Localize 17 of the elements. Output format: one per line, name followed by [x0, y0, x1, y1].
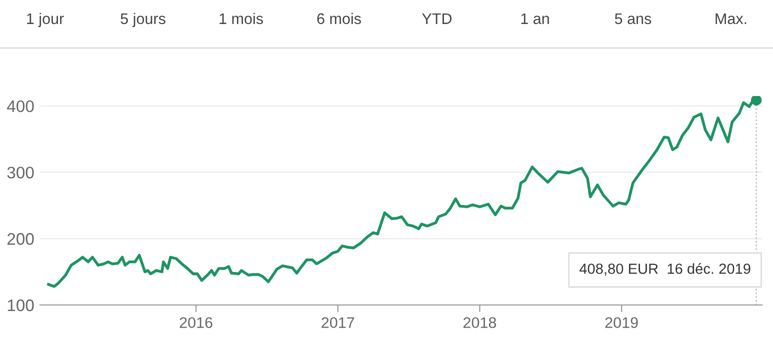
text: 6 mois [317, 12, 361, 24]
x-tick-label: 2017 [322, 317, 354, 328]
x-tick-label: 2019 [605, 317, 638, 328]
text: Max. [716, 13, 746, 24]
text: 1 jour [27, 12, 64, 28]
y-tick-label: 200 [7, 233, 34, 245]
y-tick-label: 300 [7, 166, 34, 179]
text: 1 an [521, 13, 549, 24]
x-tick-label: 2018 [464, 317, 496, 328]
y-tick-label: 100 [8, 299, 34, 312]
text: 1 mois [220, 12, 263, 24]
y-tick-label: 400 [7, 100, 34, 112]
x-tick-label: 2016 [180, 317, 212, 328]
text: YTD [422, 13, 452, 24]
text: 5 ans [614, 13, 652, 24]
annotation: 408,80 EUR 16 déc. 2019 [579, 263, 750, 276]
text: 5 jours [120, 12, 166, 28]
